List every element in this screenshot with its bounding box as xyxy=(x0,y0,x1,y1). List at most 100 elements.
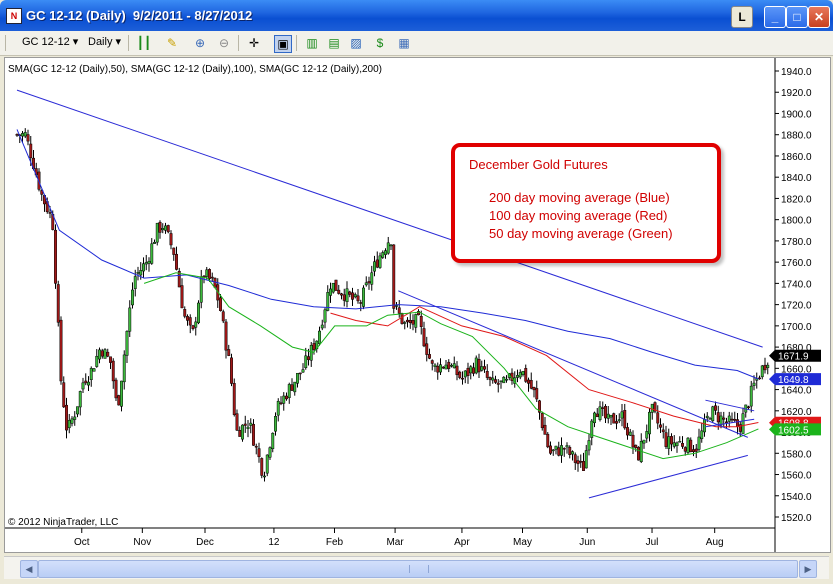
crosshair-icon[interactable]: ✛ xyxy=(248,36,260,50)
properties-icon[interactable]: ▦ xyxy=(398,36,410,50)
candle-up xyxy=(205,269,209,277)
trendline-flag-lower[interactable] xyxy=(705,418,755,428)
candle-down xyxy=(172,247,176,255)
candle-up xyxy=(378,255,382,268)
candle-down xyxy=(312,343,316,350)
y-tick-label: 1620.0 xyxy=(781,407,812,418)
zoom-box-icon[interactable]: ▣ xyxy=(274,35,292,53)
scroll-thumb[interactable] xyxy=(38,560,798,578)
dollar-icon[interactable]: $ xyxy=(376,36,384,50)
moving-average-line xyxy=(330,306,759,428)
candle-down xyxy=(458,371,462,378)
y-tick-label: 1920.0 xyxy=(781,88,812,99)
price-chart[interactable]: 1520.01540.01560.01580.01600.01620.01640… xyxy=(4,57,831,553)
scroll-right-icon[interactable]: ▶ xyxy=(799,560,817,578)
horizontal-scrollbar[interactable]: ◀ ▶ xyxy=(4,556,829,579)
title-bar[interactable]: N GC 12-12 (Daily) 9/2/2011 - 8/27/2012 … xyxy=(0,0,833,31)
maximize-button[interactable]: □ xyxy=(786,6,808,28)
candle-down xyxy=(546,433,550,448)
magnifier-minus-icon[interactable]: ⊖ xyxy=(218,36,230,50)
candle-down xyxy=(15,134,19,136)
candle-up xyxy=(246,426,250,429)
candle-down xyxy=(535,388,539,400)
candle-down xyxy=(496,382,500,385)
candle-down xyxy=(683,447,687,452)
candle-up xyxy=(675,442,679,447)
bar-style-icon[interactable]: ┃┃ xyxy=(136,36,152,50)
candle-down xyxy=(177,270,181,288)
trendline-long-term-downtrend[interactable] xyxy=(16,89,763,348)
candle-up xyxy=(142,263,145,272)
minimize-button[interactable]: _ xyxy=(764,6,786,28)
candle-up xyxy=(678,440,682,443)
candle-up xyxy=(353,294,357,298)
candle-down xyxy=(238,430,242,437)
candle-up xyxy=(474,357,478,374)
candle-up xyxy=(81,382,85,390)
copyright-label: © 2012 NinjaTrader, LLC xyxy=(8,517,118,528)
candle-up xyxy=(76,406,79,415)
instrument-selector[interactable]: GC 12-12 ▾ xyxy=(22,35,78,48)
candle-up xyxy=(103,349,107,359)
candle-down xyxy=(230,357,233,384)
candle-up xyxy=(268,447,272,458)
candle-down xyxy=(557,447,561,456)
candle-up xyxy=(620,411,624,419)
x-tick-label: Mar xyxy=(386,537,404,548)
candle-down xyxy=(235,413,239,431)
candle-up xyxy=(708,418,712,420)
candle-down xyxy=(114,379,118,399)
indicators-icon[interactable]: ▤ xyxy=(328,36,340,50)
chart-toolbar: GC 12-12 ▾ Daily ▾ ┃┃ ✎ ⊕ ⊖ ✛ ▣ ▥ ▤ ▨ $ … xyxy=(0,31,833,56)
candle-down xyxy=(562,447,566,450)
period-selector[interactable]: Daily ▾ xyxy=(88,35,121,48)
x-tick-label: 12 xyxy=(268,537,280,548)
annotation-title: December Gold Futures xyxy=(469,157,608,172)
candle-down xyxy=(631,434,635,448)
trendline-triangle-support[interactable] xyxy=(588,454,748,499)
candle-down xyxy=(488,377,492,380)
toolbar-grip xyxy=(5,35,6,51)
y-tick-label: 1760.0 xyxy=(781,258,812,269)
y-tick-label: 1940.0 xyxy=(781,67,812,78)
candle-down xyxy=(692,449,695,453)
candle-down xyxy=(175,253,178,270)
candle-up xyxy=(362,287,365,307)
candle-down xyxy=(392,244,396,309)
y-tick-label: 1680.0 xyxy=(781,343,812,354)
trendline-flag-upper[interactable] xyxy=(705,399,755,412)
candle-down xyxy=(342,294,346,301)
moving-average-line xyxy=(143,272,759,460)
candle-up xyxy=(450,364,453,367)
candle-up xyxy=(606,413,610,419)
candle-down xyxy=(466,367,470,376)
data-series-icon[interactable]: ▥ xyxy=(306,36,318,50)
lock-button[interactable]: L xyxy=(731,6,753,28)
chart-annotation-box[interactable]: December Gold Futures 200 day moving ave… xyxy=(451,143,721,263)
candle-up xyxy=(331,282,335,293)
magnifier-plus-icon[interactable]: ⊕ xyxy=(194,36,206,50)
candle-up xyxy=(95,355,99,367)
strategies-icon[interactable]: ▨ xyxy=(350,36,362,50)
price-marker-label: 1602.5 xyxy=(778,425,809,436)
pencil-drawing-icon[interactable]: ✎ xyxy=(166,36,178,50)
candle-down xyxy=(441,366,445,369)
candle-down xyxy=(670,436,673,445)
scroll-left-icon[interactable]: ◀ xyxy=(20,560,38,578)
candle-down xyxy=(340,293,343,296)
candle-down xyxy=(227,349,231,356)
instrument-label: GC 12-12 xyxy=(22,36,70,48)
candle-up xyxy=(452,363,456,369)
candle-up xyxy=(89,368,93,380)
candle-down xyxy=(298,372,302,375)
candle-up xyxy=(139,270,143,276)
candle-up xyxy=(518,372,522,378)
candle-up xyxy=(711,406,715,422)
candle-down xyxy=(529,380,533,389)
close-button[interactable]: ✕ xyxy=(808,6,830,28)
trendline-spring-downtrend[interactable] xyxy=(398,290,749,438)
candle-down xyxy=(367,281,371,284)
price-marker: 1649.8 xyxy=(769,373,821,386)
candle-down xyxy=(56,284,60,323)
